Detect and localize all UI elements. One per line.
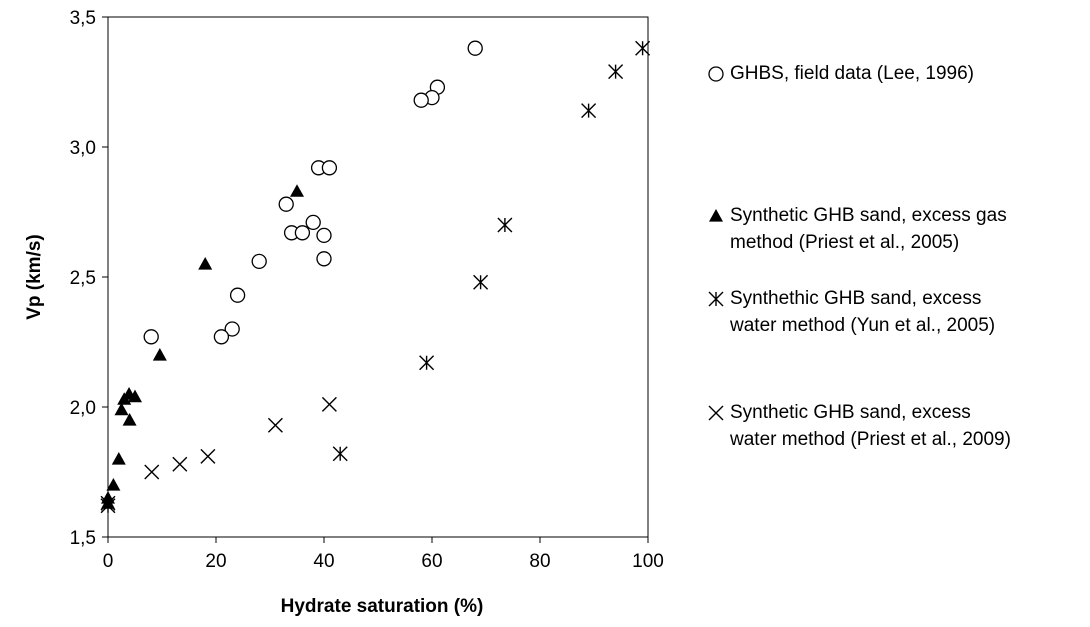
point xyxy=(467,40,483,56)
x-tick-label: 40 xyxy=(313,551,334,572)
point xyxy=(321,160,338,176)
y-tick-label: 2,5 xyxy=(70,268,96,289)
point xyxy=(111,452,126,465)
x-tick-label: 60 xyxy=(421,551,442,572)
legend-marker xyxy=(708,291,724,307)
point xyxy=(213,329,230,345)
y-axis-label: Vp (km/s) xyxy=(24,234,45,320)
legend-label: Synthetic GHB sand, excess water method … xyxy=(730,402,1011,450)
point xyxy=(294,225,311,241)
point xyxy=(172,456,188,472)
point xyxy=(122,413,137,426)
x-axis-label: Hydrate saturation (%) xyxy=(281,596,484,617)
legend-entry: Synthethic GHB sand, excess water method… xyxy=(706,285,1036,339)
point xyxy=(581,103,597,119)
legend-entry: Synthetic GHB sand, excess gas method (P… xyxy=(706,202,1036,256)
x-tick-label: 100 xyxy=(632,551,664,572)
point xyxy=(128,389,142,403)
point xyxy=(708,66,724,82)
x-tick-label: 20 xyxy=(205,551,226,572)
point xyxy=(497,217,513,233)
point xyxy=(229,287,246,303)
point xyxy=(305,214,321,231)
legend-marker xyxy=(708,405,724,421)
point xyxy=(321,396,337,412)
point xyxy=(332,446,348,462)
point xyxy=(106,478,121,491)
chart: Hydrate saturation (%) Vp (km/s) 1,5 2,0 2… xyxy=(24,8,664,617)
y-tick-label: 1,5 xyxy=(70,528,96,549)
point xyxy=(251,253,267,270)
y-tick-label: 2,0 xyxy=(70,398,96,419)
legend-entry: Synthetic GHB sand, excess water method … xyxy=(706,399,1036,453)
legend-marker xyxy=(708,66,724,82)
point xyxy=(114,402,129,416)
point xyxy=(635,40,651,56)
plot-frame xyxy=(107,16,649,538)
point xyxy=(608,64,624,80)
point xyxy=(473,274,489,290)
point xyxy=(708,405,724,421)
point xyxy=(267,417,283,433)
point xyxy=(117,392,132,405)
point xyxy=(198,257,213,270)
point xyxy=(316,227,332,244)
point xyxy=(709,209,723,222)
legend-label: GHBS, field data (Lee, 1996) xyxy=(730,63,974,84)
point xyxy=(100,498,116,514)
x-tick-label: 80 xyxy=(529,551,550,572)
x-tick-label: 0 xyxy=(103,551,114,572)
point xyxy=(413,92,429,108)
point xyxy=(278,196,294,212)
point xyxy=(224,321,240,337)
point xyxy=(419,355,435,371)
point xyxy=(290,184,304,197)
point xyxy=(144,464,160,480)
y-tick-label: 3,5 xyxy=(70,8,96,29)
point xyxy=(143,329,159,345)
point xyxy=(100,495,116,511)
legend-marker xyxy=(709,209,723,222)
point xyxy=(200,448,216,464)
legend-label: Synthethic GHB sand, excess water method… xyxy=(730,288,996,336)
legend-label: Synthetic GHB sand, excess gas method (P… xyxy=(730,205,1007,253)
point xyxy=(708,291,724,307)
point xyxy=(152,348,167,361)
y-tick-label: 3,0 xyxy=(70,138,96,159)
point xyxy=(316,251,332,267)
legend-entry: GHBS, field data (Lee, 1996) xyxy=(706,60,1036,87)
